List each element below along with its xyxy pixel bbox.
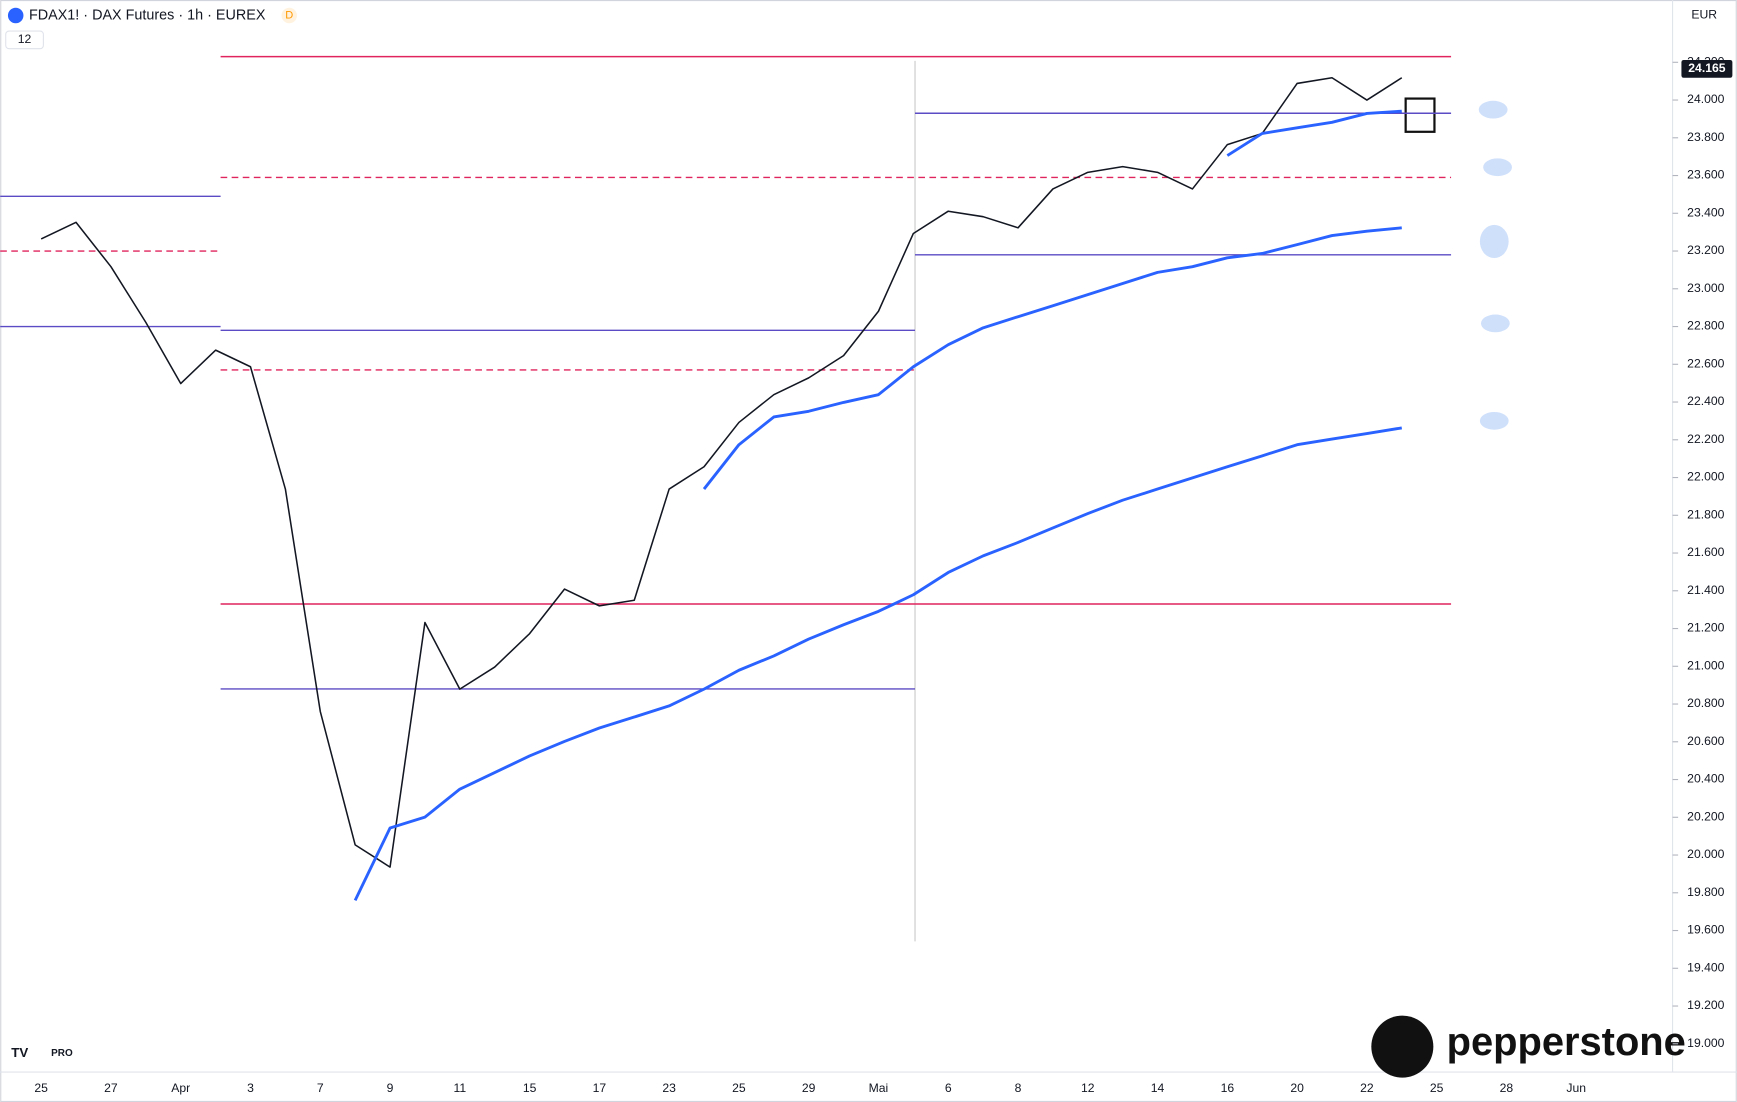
y-tick-label: 21.400 bbox=[1687, 583, 1724, 597]
x-tick-label: 23 bbox=[662, 1081, 676, 1095]
moving-average bbox=[702, 226, 1402, 490]
symbol-icon bbox=[7, 7, 24, 24]
x-tick-label: 6 bbox=[945, 1081, 952, 1095]
x-tick-label: 9 bbox=[387, 1081, 394, 1095]
y-tick-label: 23.400 bbox=[1687, 206, 1724, 220]
x-tick-label: 3 bbox=[247, 1081, 254, 1095]
x-tick-label: 29 bbox=[802, 1081, 816, 1095]
marker bbox=[1479, 224, 1509, 259]
currency[interactable]: EUR bbox=[1691, 8, 1717, 22]
y-tick-label: 20.800 bbox=[1687, 696, 1724, 710]
y-tick-label: 19.200 bbox=[1687, 998, 1724, 1012]
markers bbox=[1478, 100, 1512, 430]
x-tick-label: 14 bbox=[1151, 1081, 1165, 1095]
indicator-toggle[interactable] bbox=[5, 30, 44, 50]
y-tick-label: 21.000 bbox=[1687, 659, 1724, 673]
y-tick-label: 24.000 bbox=[1687, 92, 1724, 106]
brand: pepperstone bbox=[1447, 1020, 1686, 1064]
brand-icon bbox=[1371, 1015, 1434, 1078]
y-tick-label: 19.800 bbox=[1687, 885, 1724, 899]
y-tick-label: 20.000 bbox=[1687, 847, 1724, 861]
badge-bg bbox=[281, 7, 298, 24]
x-tick-label: 22 bbox=[1360, 1081, 1374, 1095]
y-tick-label: 23.200 bbox=[1687, 243, 1724, 257]
highlight-box bbox=[1404, 97, 1436, 133]
x-tick-label: Mai bbox=[869, 1081, 889, 1095]
x-tick-label: 7 bbox=[317, 1081, 324, 1095]
y-tick-label: 20.400 bbox=[1687, 772, 1724, 786]
last-price-label: 24.165 bbox=[1688, 61, 1725, 75]
tv-pro: PRO bbox=[51, 1048, 73, 1059]
price-line bbox=[40, 76, 1403, 868]
x-tick-label: 28 bbox=[1500, 1081, 1514, 1095]
y-tick-label: 19.000 bbox=[1687, 1036, 1724, 1050]
y-tick-label: 23.000 bbox=[1687, 281, 1724, 295]
y-tick-label: 22.600 bbox=[1687, 357, 1724, 371]
marker bbox=[1479, 412, 1509, 430]
x-tick-label: Apr bbox=[171, 1081, 190, 1095]
x-tick-label: Jun bbox=[1566, 1081, 1586, 1095]
y-tick-label: 19.600 bbox=[1687, 923, 1724, 937]
indicator-count[interactable]: 12 bbox=[18, 32, 32, 46]
x-tick-label: 25 bbox=[1430, 1081, 1444, 1095]
y-tick-label: 19.400 bbox=[1687, 961, 1724, 975]
marker bbox=[1480, 314, 1510, 333]
marker bbox=[1483, 158, 1512, 177]
y-tick-label: 21.200 bbox=[1687, 621, 1724, 635]
tv-logo: TV bbox=[11, 1045, 28, 1060]
y-tick-label: 22.000 bbox=[1687, 470, 1724, 484]
x-tick-label: 12 bbox=[1081, 1081, 1095, 1095]
y-tick-label: 21.800 bbox=[1687, 508, 1724, 522]
y-tick-label: 23.800 bbox=[1687, 130, 1724, 144]
x-tick-label: 17 bbox=[593, 1081, 607, 1095]
x-tick-label: 25 bbox=[732, 1081, 746, 1095]
x-tick-label: 16 bbox=[1221, 1081, 1235, 1095]
moving-average bbox=[1226, 109, 1402, 157]
x-tick-label: 20 bbox=[1290, 1081, 1304, 1095]
moving-average bbox=[353, 426, 1403, 901]
chart-title: FDAX1! · DAX Futures · 1h · EUREX bbox=[29, 7, 266, 23]
y-tick-label: 22.200 bbox=[1687, 432, 1724, 446]
y-tick-label: 20.600 bbox=[1687, 734, 1724, 748]
x-tick-label: 11 bbox=[453, 1081, 466, 1095]
badge: D bbox=[285, 9, 293, 21]
x-tick-label: 27 bbox=[104, 1081, 118, 1095]
y-tick-label: 22.400 bbox=[1687, 394, 1724, 408]
y-tick-label: 22.800 bbox=[1687, 319, 1724, 333]
y-tick-label: 21.600 bbox=[1687, 545, 1724, 559]
x-tick-label: 25 bbox=[34, 1081, 48, 1095]
marker bbox=[1478, 100, 1508, 119]
x-tick-label: 15 bbox=[523, 1081, 537, 1095]
last-price-badge bbox=[1681, 60, 1733, 78]
y-tick-label: 23.600 bbox=[1687, 168, 1724, 182]
y-tick-label: 20.200 bbox=[1687, 810, 1724, 824]
x-tick-label: 8 bbox=[1015, 1081, 1022, 1095]
